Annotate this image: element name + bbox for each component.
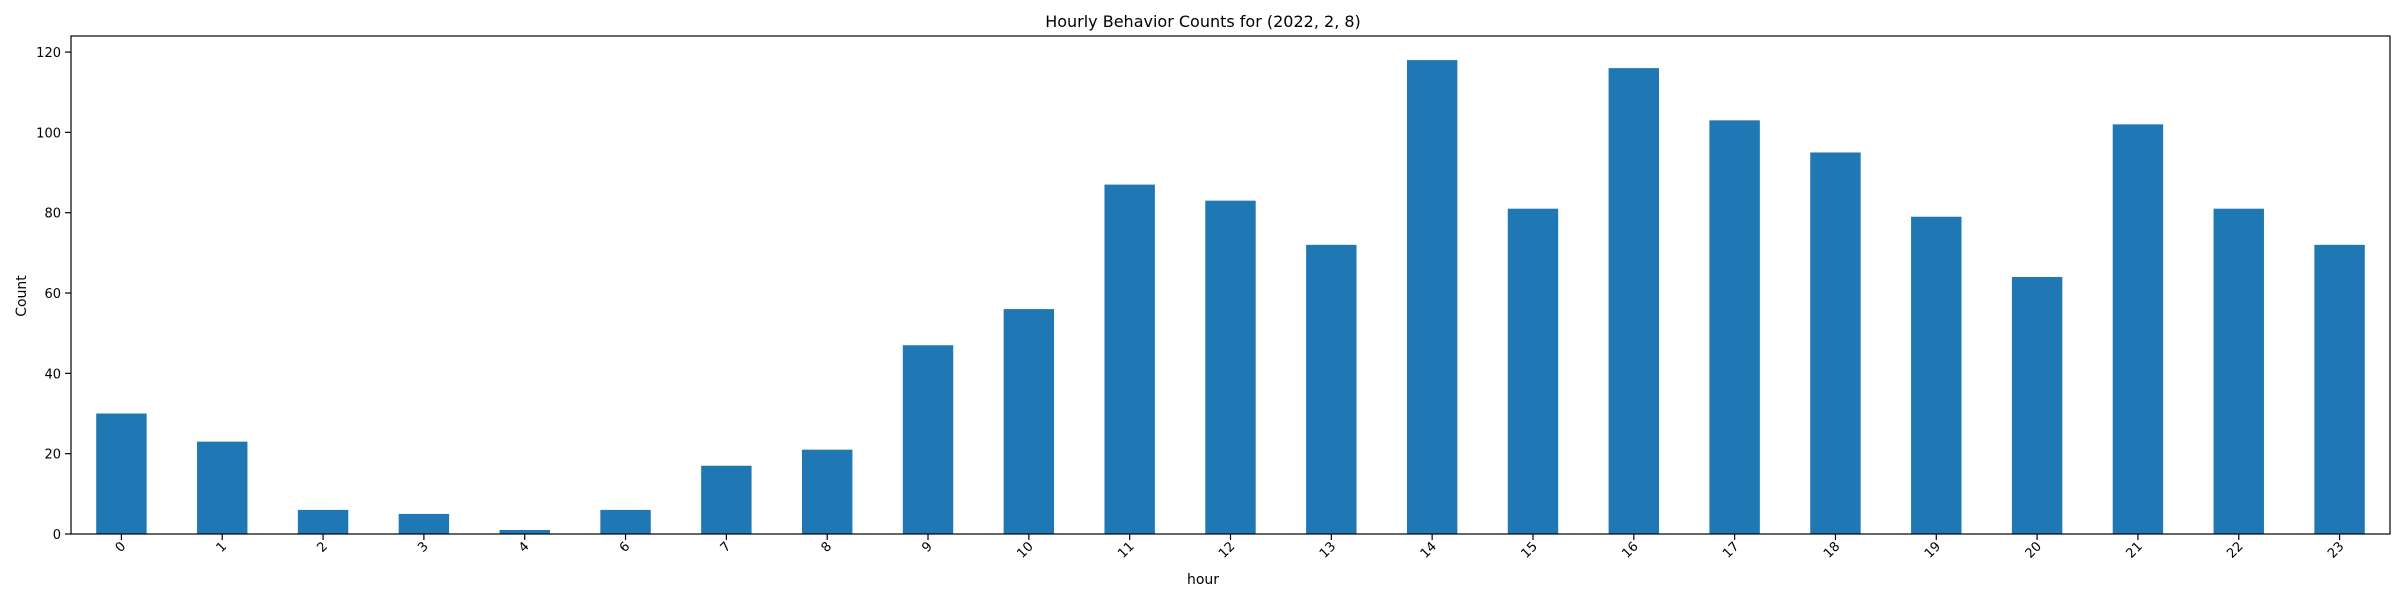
bar-6 (600, 509, 651, 534)
y-tick-label-120: 120 (36, 46, 61, 61)
bar-0 (96, 413, 147, 534)
bar-1 (197, 441, 248, 534)
bar-16 (1608, 68, 1660, 534)
plot-frame (70, 35, 2391, 535)
x-tick-label-10: 10 (1014, 539, 1036, 561)
bar-9 (902, 345, 954, 534)
x-axis-label: hour (1187, 572, 1219, 588)
x-tick-label-17: 17 (1720, 539, 1742, 561)
bar-8 (801, 449, 853, 534)
y-tick-label-100: 100 (36, 126, 61, 141)
x-tick-label-0: 0 (113, 539, 129, 555)
bar-10 (1003, 309, 1055, 534)
x-tick-label-20: 20 (2023, 539, 2045, 561)
x-tick-label-22: 22 (2224, 539, 2246, 561)
x-tick-label-2: 2 (314, 539, 330, 555)
bar-14 (1406, 60, 1458, 534)
bar-12 (1205, 200, 1256, 534)
bar-21 (2112, 124, 2164, 534)
y-tick-label-0: 0 (53, 528, 61, 543)
bar-19 (1911, 216, 1962, 535)
bar-20 (2011, 276, 2063, 534)
y-tick-label-20: 20 (44, 448, 61, 463)
x-tick-label-11: 11 (1115, 539, 1137, 561)
bar-7 (701, 465, 752, 534)
bar-11 (1104, 184, 1155, 534)
y-tick-label-80: 80 (44, 207, 61, 222)
x-tick-label-3: 3 (415, 539, 431, 555)
x-tick-label-14: 14 (1418, 539, 1440, 561)
bar-22 (2213, 208, 2264, 534)
x-tick-label-21: 21 (2123, 539, 2145, 561)
y-tick-label-40: 40 (44, 367, 61, 382)
bar-13 (1306, 244, 1357, 534)
x-tick-label-1: 1 (214, 539, 230, 555)
bar-17 (1709, 120, 1760, 534)
x-tick-label-9: 9 (919, 539, 935, 555)
x-tick-label-8: 8 (819, 539, 835, 555)
bar-4 (499, 529, 550, 534)
bar-23 (2314, 244, 2365, 534)
x-tick-label-23: 23 (2325, 539, 2347, 561)
y-tick-label-60: 60 (44, 287, 61, 302)
x-tick-label-4: 4 (516, 539, 532, 555)
bar-15 (1507, 208, 1559, 534)
y-axis-label: Count (14, 275, 30, 317)
bar-18 (1810, 152, 1861, 534)
chart-title: Hourly Behavior Counts for (2022, 2, 8) (1045, 12, 1361, 31)
x-tick-label-6: 6 (617, 539, 633, 555)
x-tick-label-16: 16 (1619, 539, 1641, 561)
x-tick-label-18: 18 (1821, 539, 1843, 561)
x-tick-label-7: 7 (718, 539, 734, 555)
bar-2 (297, 509, 349, 534)
x-tick-label-12: 12 (1216, 539, 1238, 561)
x-tick-label-13: 13 (1317, 539, 1339, 561)
x-tick-label-19: 19 (1922, 539, 1944, 561)
x-tick-label-15: 15 (1519, 539, 1541, 561)
bar-3 (398, 513, 450, 534)
